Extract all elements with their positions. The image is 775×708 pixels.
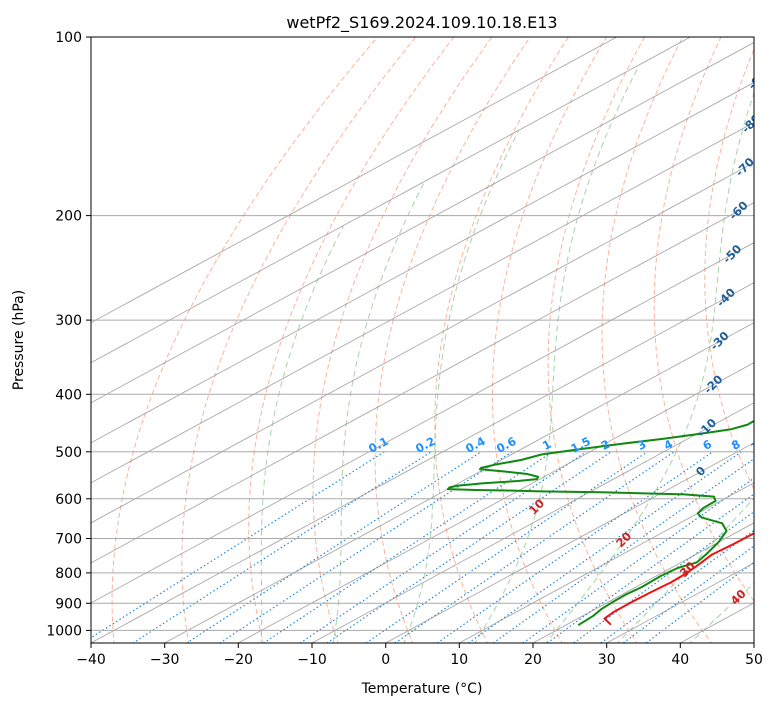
- dry-adiabat: [704, 47, 754, 491]
- x-tick-label: −20: [224, 652, 254, 668]
- mixing-ratio-line: [299, 451, 587, 643]
- y-tick-label: 100: [55, 30, 82, 46]
- moist-adiabat-label: 40: [728, 587, 749, 608]
- isotherm-line: [91, 37, 618, 324]
- dry-adiabat: [653, 37, 754, 603]
- mixing-ratio-line: [436, 451, 714, 643]
- mixing-ratio-line: [546, 493, 754, 643]
- y-tick-label: 900: [55, 596, 82, 612]
- moist-adiabat: [760, 47, 775, 645]
- y-tick-label: 600: [55, 492, 82, 508]
- moist-adiabat: [403, 130, 520, 643]
- isotherm-line: [237, 362, 754, 643]
- mixing-ratio-label: 3: [635, 437, 649, 453]
- mixing-ratio-line: [91, 451, 385, 639]
- isotherm-label: -90: [745, 68, 770, 93]
- x-tick-label: 50: [745, 652, 763, 668]
- isotherm-line: [458, 482, 754, 643]
- y-tick-label: 400: [55, 387, 82, 403]
- isotherm-label: -60: [726, 198, 751, 223]
- mixing-ratio-label: 0.4: [463, 434, 488, 456]
- isotherm-line: [91, 42, 754, 404]
- isotherm-line: [163, 322, 754, 643]
- dry-adiabat: [248, 37, 455, 643]
- mixing-ratio-line: [325, 451, 612, 643]
- y-tick-label: 300: [55, 313, 82, 329]
- dry-adiabat: [434, 37, 569, 643]
- isotherm-label: -10: [695, 416, 720, 441]
- mixing-ratio-line: [218, 451, 513, 643]
- isotherm-line: [384, 442, 754, 643]
- isotherm-label: -50: [720, 242, 745, 267]
- y-tick-label: 1000: [46, 623, 82, 639]
- moist-adiabat: [260, 225, 344, 643]
- dry-adiabat: [312, 37, 493, 643]
- mixing-ratio-label: 0.1: [366, 434, 391, 456]
- isotherm-line: [91, 37, 692, 364]
- isotherm-label: 0: [693, 463, 709, 479]
- dry-adiabat: [374, 37, 531, 643]
- isotherm-line: [91, 82, 754, 444]
- isotherm-line: [91, 202, 754, 564]
- y-tick-label: 200: [55, 209, 82, 225]
- mixing-ratio-label: 4: [661, 437, 675, 453]
- mixing-ratio-line: [131, 451, 432, 643]
- mixing-ratio-line: [394, 451, 675, 643]
- isotherm-label: -100: [749, 22, 775, 52]
- x-tick-label: 30: [598, 652, 616, 668]
- isotherm-line: [91, 122, 754, 484]
- isotherm-line: [311, 402, 754, 643]
- isotherm-line: [532, 522, 754, 643]
- x-tick-label: −40: [76, 652, 106, 668]
- x-tick-label: 20: [524, 652, 542, 668]
- isotherm-label: -30: [707, 329, 732, 354]
- mixing-ratio-line: [365, 451, 648, 643]
- y-tick-label: 800: [55, 566, 82, 582]
- isotherm-line: [91, 242, 754, 604]
- moist-adiabat-label: 20: [613, 529, 634, 550]
- mixing-ratio-line: [572, 511, 754, 643]
- mixing-ratio-line: [645, 561, 754, 643]
- x-tick-label: −30: [150, 652, 180, 668]
- mixing-ratio-line: [185, 451, 482, 643]
- isotherm-label: -70: [732, 155, 757, 180]
- x-tick-label: 10: [450, 652, 468, 668]
- isotherm-line: [91, 162, 754, 524]
- moist-adiabat-label: 10: [526, 496, 547, 517]
- dry-adiabat: [181, 37, 417, 643]
- moist-adiabat: [545, 91, 754, 643]
- mixing-ratio-label: 10: [748, 435, 769, 455]
- chart-title: wetPf2_S169.2024.109.10.18.E13: [286, 13, 557, 33]
- dry-adiabat: [601, 37, 713, 643]
- isotherm-label: -40: [714, 285, 739, 310]
- dry-adiabat: [547, 37, 646, 643]
- dry-adiabat: [491, 37, 608, 643]
- dewpoint-profile-line: [446, 419, 754, 627]
- temperature-profile-line: [603, 532, 754, 626]
- x-tick-label: −10: [297, 652, 327, 668]
- dry-adiabat: [753, 227, 754, 275]
- moist-adiabat: [332, 182, 425, 643]
- x-axis-label: Temperature (°C): [361, 681, 483, 697]
- isotherm-line: [91, 282, 754, 643]
- y-tick-label: 700: [55, 532, 82, 548]
- dry-adiabat: [111, 37, 379, 643]
- mixing-ratio-line: [467, 451, 742, 643]
- mixing-ratio-line: [522, 477, 754, 643]
- y-axis-label: Pressure (hPa): [11, 290, 27, 390]
- isotherm-label: -20: [701, 372, 726, 397]
- x-tick-label: 40: [671, 652, 689, 668]
- plot-frame: [90, 36, 755, 644]
- y-tick-label: 500: [55, 445, 82, 461]
- mixing-ratio-label: 1: [540, 437, 554, 453]
- mixing-ratio-label: 0.2: [413, 434, 438, 456]
- x-tick-label: 0: [381, 652, 390, 668]
